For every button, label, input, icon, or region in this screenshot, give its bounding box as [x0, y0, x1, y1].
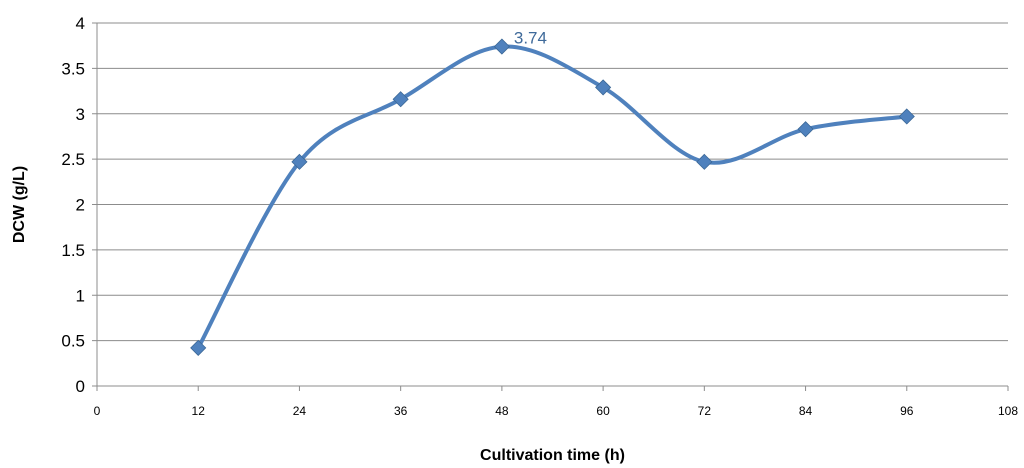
gridlines — [97, 22, 1008, 342]
data-label: 3.74 — [514, 29, 547, 48]
y-tick-label: 1.5 — [61, 241, 85, 260]
y-tick-label: 3.5 — [61, 59, 85, 78]
x-axis-title: Cultivation time (h) — [480, 447, 625, 464]
data-labels: 3.74 — [514, 29, 547, 48]
y-tick-label: 2.5 — [61, 150, 85, 169]
x-tick-label: 84 — [799, 404, 813, 418]
series-group — [190, 38, 915, 356]
x-tick-label: 72 — [698, 404, 712, 418]
series-line — [196, 44, 909, 350]
x-tick-label: 108 — [998, 404, 1018, 418]
y-tick-label: 4 — [76, 14, 85, 33]
y-tick-label: 2 — [76, 196, 85, 215]
data-point-marker — [595, 79, 612, 96]
data-point-marker — [291, 153, 308, 170]
data-point-marker — [898, 108, 915, 125]
y-tick-label: 0 — [76, 377, 85, 396]
x-tick-label: 36 — [394, 404, 408, 418]
y-tick-labels: 0 0.5 1 1.5 2 2.5 3 3.5 4 — [61, 14, 85, 396]
data-point-marker — [392, 91, 409, 108]
y-tick-label: 3 — [76, 105, 85, 124]
y-tick-label: 0.5 — [61, 332, 85, 351]
data-point-marker — [797, 121, 814, 138]
x-tick-label: 48 — [495, 404, 509, 418]
data-point-marker — [696, 153, 713, 170]
x-tick-labels: 0 12 24 36 48 60 72 84 96 108 — [94, 404, 1019, 418]
y-axis-title: DCW (g/L) — [11, 166, 28, 243]
axes — [92, 22, 1009, 391]
data-point-marker — [493, 38, 510, 55]
x-tick-label: 0 — [94, 404, 101, 418]
x-tick-label: 60 — [596, 404, 610, 418]
x-tick-label: 12 — [192, 404, 206, 418]
x-tick-label: 96 — [900, 404, 914, 418]
x-tick-label: 24 — [293, 404, 307, 418]
y-tick-label: 1 — [76, 286, 85, 305]
data-point-marker — [190, 339, 207, 356]
